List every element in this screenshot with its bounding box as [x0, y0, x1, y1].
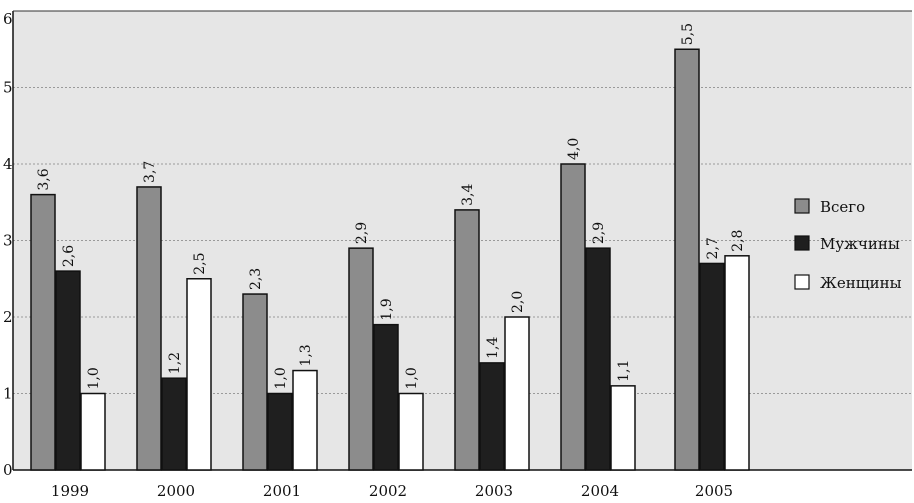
data-label: 2,5: [192, 252, 208, 274]
bar-Женщины: [398, 392, 424, 471]
y-tick-label: 4: [3, 155, 13, 173]
data-label: 2,6: [61, 245, 77, 267]
x-tick-label: 2001: [263, 482, 301, 500]
data-label: 2,9: [591, 222, 607, 244]
data-label: 2,7: [705, 237, 721, 259]
data-label: 1,0: [86, 367, 102, 389]
bar-Женщины: [610, 385, 636, 471]
bar-Женщины: [292, 369, 318, 471]
bar-Женщины: [724, 255, 750, 471]
x-tick-label: 2004: [581, 482, 619, 500]
bar-Мужчины: [373, 323, 399, 471]
x-tick-label: 2003: [475, 482, 513, 500]
bar-Женщины: [80, 392, 106, 471]
data-label: 1,4: [485, 337, 501, 359]
bar-Всего: [348, 247, 374, 471]
data-label: 2,0: [510, 291, 526, 313]
bar-Мужчины: [55, 270, 81, 471]
bar-Мужчины: [699, 262, 725, 471]
bar-Мужчины: [479, 362, 505, 471]
x-tick-label: 2005: [695, 482, 733, 500]
bar-Всего: [136, 186, 162, 471]
data-label: 3,4: [460, 184, 476, 206]
bar-Всего: [674, 48, 700, 471]
bar-Мужчины: [161, 377, 187, 471]
data-label: 4,0: [566, 138, 582, 160]
x-tick-label: 2000: [157, 482, 195, 500]
x-tick-label: 1999: [51, 482, 89, 500]
data-label: 1,9: [379, 298, 395, 320]
y-tick-label: 1: [3, 385, 13, 403]
y-tick-label: 0: [3, 461, 13, 479]
bar-Мужчины: [585, 247, 611, 471]
y-tick-label: 3: [3, 232, 13, 250]
data-label: 1,2: [167, 352, 183, 374]
legend-swatch: [794, 198, 810, 214]
bar-Всего: [30, 193, 56, 471]
y-tick-label: 6: [3, 10, 13, 28]
data-label: 3,7: [142, 161, 158, 183]
bar-Всего: [560, 163, 586, 471]
data-label: 1,0: [273, 367, 289, 389]
legend-label: Всего: [820, 198, 865, 216]
y-tick-label: 5: [3, 79, 13, 97]
bar-Женщины: [504, 316, 530, 471]
data-label: 3,6: [36, 168, 52, 190]
bar-Мужчины: [267, 392, 293, 471]
bar-Всего: [454, 209, 480, 471]
legend-label: Женщины: [820, 274, 902, 292]
data-label: 2,9: [354, 222, 370, 244]
data-label: 5,5: [680, 23, 696, 45]
data-label: 2,8: [730, 230, 746, 252]
bar-Женщины: [186, 278, 212, 471]
data-label: 1,1: [616, 360, 632, 382]
data-label: 1,3: [298, 344, 314, 366]
legend-swatch: [794, 274, 810, 290]
data-label: 2,3: [248, 268, 264, 290]
data-label: 1,0: [404, 367, 420, 389]
bar-Всего: [242, 293, 268, 471]
legend-label: Мужчины: [820, 235, 900, 253]
y-tick-label: 2: [3, 308, 13, 326]
x-tick-label: 2002: [369, 482, 407, 500]
legend-swatch: [794, 235, 810, 251]
